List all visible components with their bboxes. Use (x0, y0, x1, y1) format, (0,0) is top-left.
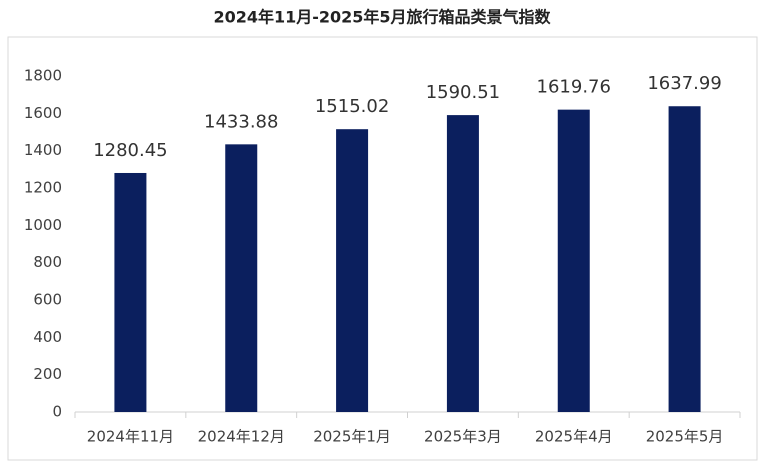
y-tick-label: 1200 (24, 179, 62, 197)
bar (225, 144, 258, 412)
data-label: 1433.88 (204, 111, 278, 132)
x-tick-label: 2025年5月 (646, 428, 724, 446)
x-tick-label: 2025年3月 (424, 428, 502, 446)
x-tick-label: 2025年1月 (313, 428, 391, 446)
bar (557, 109, 590, 412)
chart-title: 2024年11月-2025年5月旅行箱品类景气指数 (213, 8, 551, 27)
x-tick-label: 2024年12月 (198, 428, 285, 446)
x-tick-label: 2024年11月 (87, 428, 174, 446)
bar (336, 129, 369, 412)
y-tick-label: 1600 (24, 104, 62, 122)
data-label: 1619.76 (537, 77, 611, 98)
chart-frame (7, 36, 758, 461)
y-tick-label: 600 (33, 291, 62, 309)
y-tick-label: 1800 (24, 67, 62, 85)
data-label: 1515.02 (315, 96, 389, 117)
data-label: 1637.99 (647, 73, 721, 94)
y-tick-label: 1000 (24, 216, 62, 234)
y-tick-label: 200 (33, 365, 62, 383)
bar (446, 115, 479, 412)
y-tick-label: 400 (33, 328, 62, 346)
bar (114, 172, 147, 412)
data-label: 1280.45 (93, 140, 167, 161)
data-label: 1590.51 (426, 82, 500, 103)
y-tick-label: 1400 (24, 141, 62, 159)
x-tick-label: 2025年4月 (535, 428, 613, 446)
bar (668, 106, 701, 412)
y-tick-label: 800 (33, 253, 62, 271)
y-tick-label: 0 (52, 403, 62, 421)
